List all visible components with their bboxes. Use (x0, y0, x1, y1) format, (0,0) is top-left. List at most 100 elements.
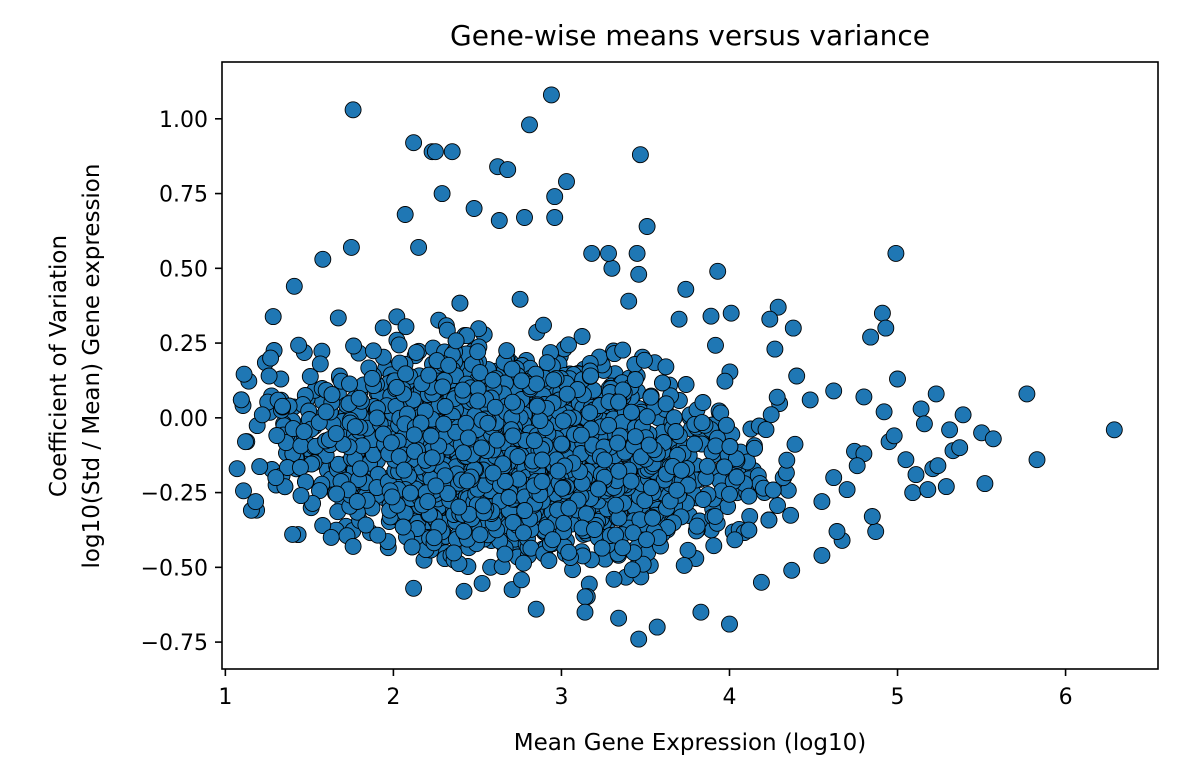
data-point (420, 366, 438, 384)
data-point (498, 342, 516, 360)
data-point (573, 328, 591, 345)
data-point (581, 404, 599, 422)
data-point (654, 374, 671, 392)
data-point (614, 341, 632, 359)
data-point (439, 485, 457, 503)
data-point (740, 487, 758, 505)
data-point (455, 522, 473, 540)
y-tick-label: −0.50 (141, 556, 208, 581)
data-point (677, 280, 695, 298)
data-point (301, 368, 319, 385)
data-point (813, 546, 831, 564)
x-tick-label: 2 (386, 685, 400, 710)
data-point (486, 398, 504, 416)
data-point (638, 218, 656, 235)
data-point (657, 395, 675, 413)
data-point (555, 514, 573, 532)
data-point (626, 371, 644, 388)
x-axis: 1 2 3 4 5 6 (218, 669, 1073, 710)
data-point (388, 378, 406, 396)
data-point (342, 238, 360, 256)
data-point (469, 392, 487, 410)
data-point (677, 376, 695, 393)
data-point (513, 372, 531, 390)
data-point (620, 292, 638, 310)
data-point (554, 412, 572, 430)
data-point (642, 479, 660, 497)
data-point (927, 385, 945, 403)
data-point (471, 526, 489, 544)
data-point (688, 517, 706, 535)
data-point (692, 603, 710, 621)
data-point (267, 469, 285, 487)
chart-title: Gene-wise means versus variance (450, 19, 930, 52)
data-point (454, 381, 472, 399)
data-point (630, 630, 648, 648)
data-point (397, 318, 415, 336)
data-point (862, 328, 880, 346)
data-point (657, 358, 675, 376)
data-point (350, 389, 368, 407)
data-point (954, 406, 972, 424)
data-point (740, 521, 758, 539)
data-point (490, 212, 508, 229)
data-point (1105, 421, 1123, 439)
data-point (374, 319, 392, 337)
data-point (630, 265, 648, 283)
data-point (515, 554, 532, 572)
y-tick-label: 0.00 (159, 407, 208, 432)
data-point (314, 517, 332, 534)
data-point (828, 523, 846, 540)
data-point (716, 372, 734, 390)
y-axis: −0.75 −0.50 −0.25 0.00 0.25 0.50 0.75 1.00 (141, 108, 222, 656)
data-point (458, 472, 476, 490)
data-point (766, 340, 784, 358)
data-point (912, 400, 930, 418)
data-point (558, 385, 576, 403)
data-point (454, 444, 472, 462)
data-point (329, 309, 347, 327)
data-point (976, 475, 994, 493)
data-point (586, 521, 603, 538)
data-point (405, 426, 423, 444)
data-point (610, 609, 628, 627)
data-point (746, 439, 763, 457)
data-point (531, 412, 549, 429)
data-point (457, 414, 475, 432)
data-point (228, 460, 246, 478)
data-point (368, 409, 386, 427)
data-point (644, 509, 662, 527)
data-point (801, 391, 819, 409)
data-point (679, 541, 697, 559)
data-point (455, 582, 473, 600)
data-point (788, 367, 806, 385)
data-point (694, 491, 712, 508)
data-point (528, 375, 545, 393)
data-point (686, 435, 703, 453)
data-point (593, 539, 611, 557)
data-point (314, 250, 332, 268)
data-point (553, 435, 571, 453)
data-point (709, 262, 727, 280)
data-point (638, 531, 655, 549)
data-point (496, 545, 514, 563)
data-point (919, 481, 937, 499)
data-point (427, 477, 445, 495)
data-point (322, 528, 340, 546)
data-point (783, 561, 801, 579)
data-point (484, 464, 502, 482)
data-point (605, 570, 623, 588)
data-point (855, 388, 873, 406)
x-tick-label: 3 (554, 685, 568, 710)
data-point (527, 600, 545, 618)
x-axis-label: Mean Gene Expression (log10) (514, 730, 866, 756)
data-point (609, 434, 627, 452)
data-point (488, 431, 506, 449)
data-point (769, 497, 786, 514)
data-point (435, 415, 453, 433)
data-point (670, 310, 688, 328)
data-point (813, 493, 831, 511)
data-point (757, 421, 775, 439)
data-point (513, 571, 530, 589)
data-point (405, 579, 423, 597)
